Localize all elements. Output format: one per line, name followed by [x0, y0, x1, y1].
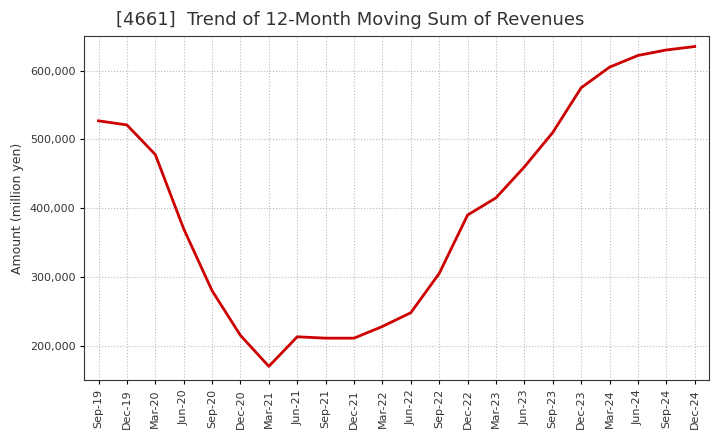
Text: [4661]  Trend of 12-Month Moving Sum of Revenues: [4661] Trend of 12-Month Moving Sum of R… [115, 11, 584, 29]
Y-axis label: Amount (million yen): Amount (million yen) [11, 143, 24, 274]
